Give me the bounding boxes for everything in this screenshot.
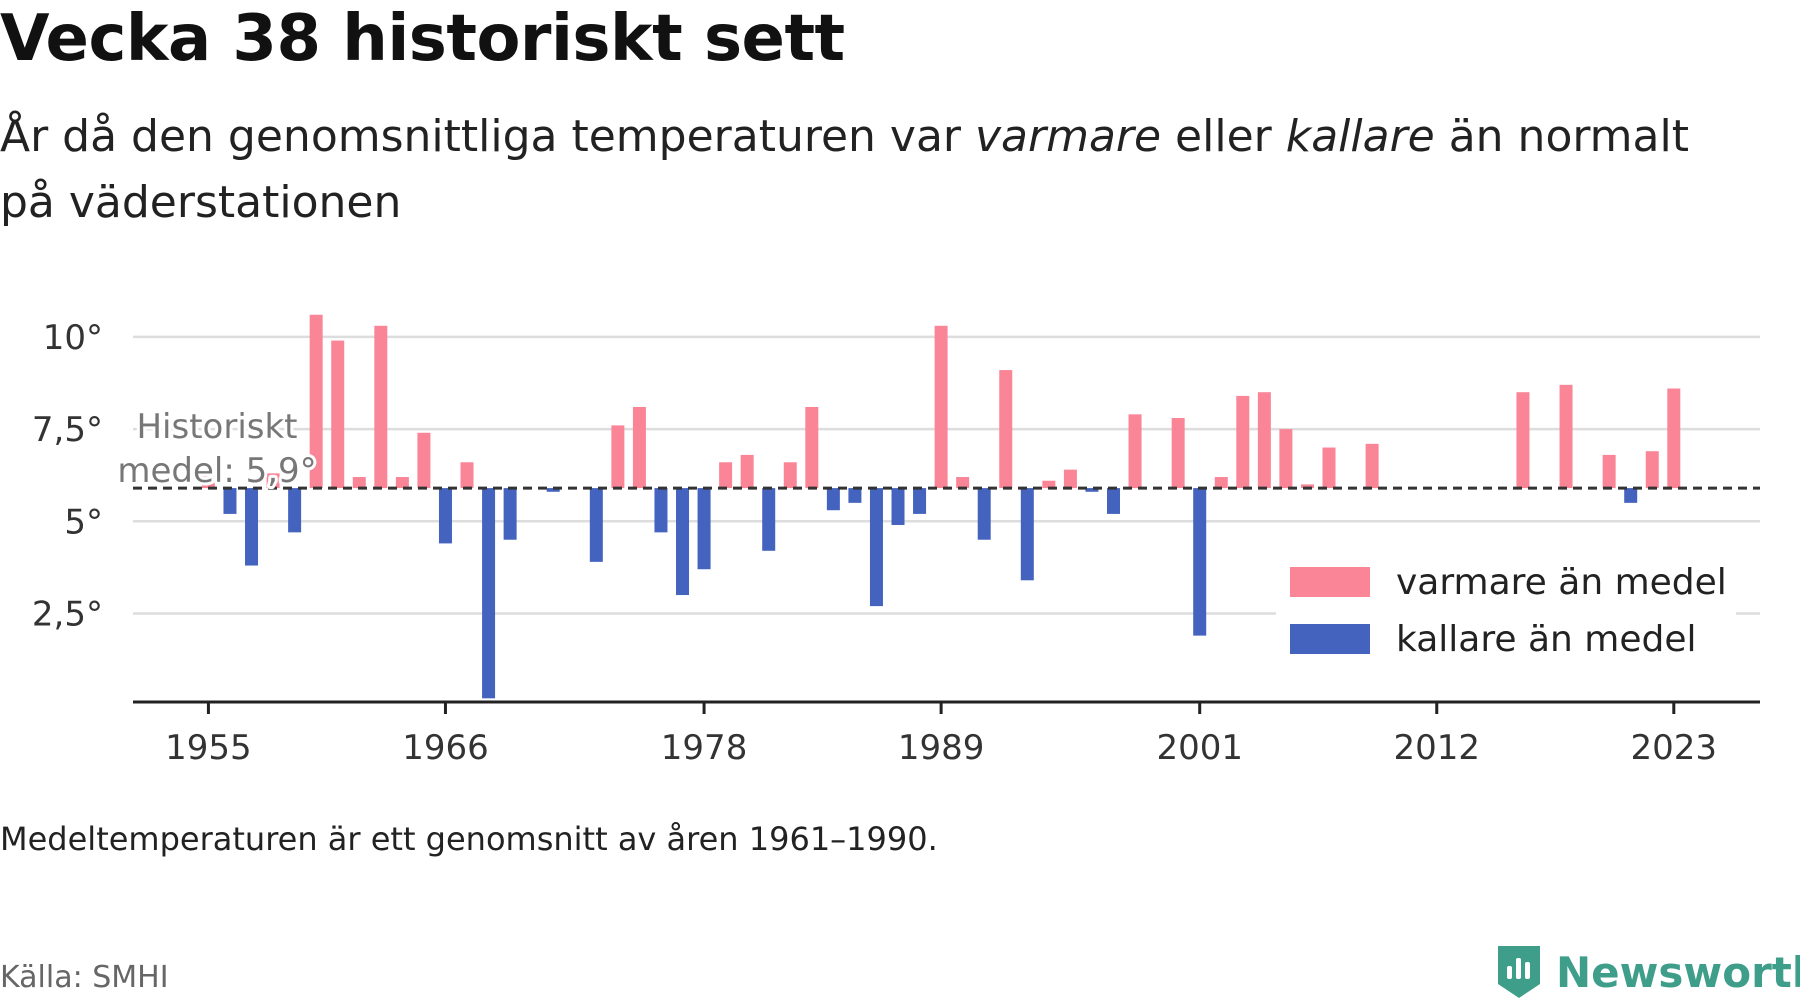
bar [719, 462, 733, 489]
subtitle-text-2: eller [1161, 111, 1286, 162]
bar [1602, 454, 1616, 489]
bar [654, 488, 668, 533]
bar [891, 488, 905, 525]
bar [1042, 480, 1056, 489]
legend-label: varmare än medel [1396, 562, 1727, 603]
bar [1128, 414, 1142, 489]
bar [1624, 488, 1638, 503]
bar [1559, 384, 1573, 489]
bar [783, 462, 797, 489]
bar [632, 406, 646, 489]
subtitle-colder-word: kallare [1285, 111, 1435, 162]
average-label: Historiskt medel: 5,9° [117, 407, 316, 491]
bar [934, 325, 948, 489]
bar [438, 488, 452, 544]
x-tick-label: 1955 [165, 728, 252, 768]
bar [201, 473, 215, 489]
bar [1257, 392, 1271, 489]
legend-swatch [1290, 567, 1370, 597]
bar [805, 406, 819, 489]
bar [331, 340, 345, 489]
bar [482, 488, 496, 699]
bar [245, 488, 259, 566]
bar [374, 325, 388, 489]
bar [352, 477, 366, 489]
chart-subtitle: År då den genomsnittliga temperaturen va… [0, 104, 1720, 236]
bar [977, 488, 991, 540]
y-tick-label: 2,5° [32, 594, 103, 634]
bar [1171, 418, 1185, 489]
brand-name: Newsworthy [1556, 947, 1800, 997]
bar [740, 454, 754, 489]
y-tick-label: 7,5° [32, 410, 103, 450]
bar [697, 488, 711, 570]
bar [309, 314, 323, 489]
bar [223, 488, 237, 514]
x-tick-label: 1978 [661, 728, 748, 768]
bar [589, 488, 603, 562]
bar [460, 462, 474, 489]
bar [1236, 395, 1250, 489]
bar [1193, 488, 1207, 636]
footnote: Medeltemperaturen är ett genomsnitt av å… [0, 820, 938, 858]
bar [1279, 429, 1293, 489]
x-tick-label: 1966 [402, 728, 489, 768]
x-tick-label: 2001 [1156, 728, 1243, 768]
bar [826, 488, 840, 511]
bar [1214, 477, 1228, 489]
bar [869, 488, 883, 607]
bar [848, 488, 862, 503]
bar [395, 477, 409, 489]
average-label-line: Historiskt [136, 407, 297, 447]
legend-swatch [1290, 624, 1370, 654]
brand-logo: Newsworthy [1494, 940, 1800, 1004]
chart-title: Vecka 38 historiskt sett [0, 2, 845, 76]
bar [546, 488, 560, 492]
subtitle-warmer-word: varmare [974, 111, 1162, 162]
bar [611, 425, 625, 489]
bar [1516, 392, 1530, 489]
source-label: Källa: SMHI [0, 960, 169, 995]
bar [1063, 469, 1077, 489]
bar [1300, 484, 1314, 489]
subtitle-text-1: År då den genomsnittliga temperaturen va… [0, 111, 975, 162]
bar [1365, 443, 1379, 489]
x-tick-label: 2012 [1393, 728, 1480, 768]
bar [417, 432, 431, 489]
bar [913, 488, 927, 514]
bar [1107, 488, 1121, 514]
average-label-line: medel: 5,9° [117, 451, 316, 491]
y-tick-label: 5° [64, 502, 103, 542]
bar [503, 488, 517, 540]
bar [1085, 488, 1099, 492]
bar [1667, 388, 1681, 489]
bar [1322, 447, 1336, 489]
newsworthy-logo-icon [1498, 946, 1540, 998]
bar [1020, 488, 1034, 581]
bar [956, 477, 970, 489]
bar [266, 473, 280, 489]
bar [999, 370, 1013, 489]
bar [762, 488, 776, 551]
legend-label: kallare än medel [1396, 619, 1696, 660]
bar [676, 488, 690, 596]
x-tick-label: 2023 [1631, 728, 1718, 768]
subtitle-text-3: än normalt på väderstationen [0, 111, 1689, 228]
bar [1645, 451, 1659, 489]
bar [288, 488, 302, 533]
x-tick-label: 1989 [898, 728, 985, 768]
y-tick-label: 10° [43, 318, 103, 358]
